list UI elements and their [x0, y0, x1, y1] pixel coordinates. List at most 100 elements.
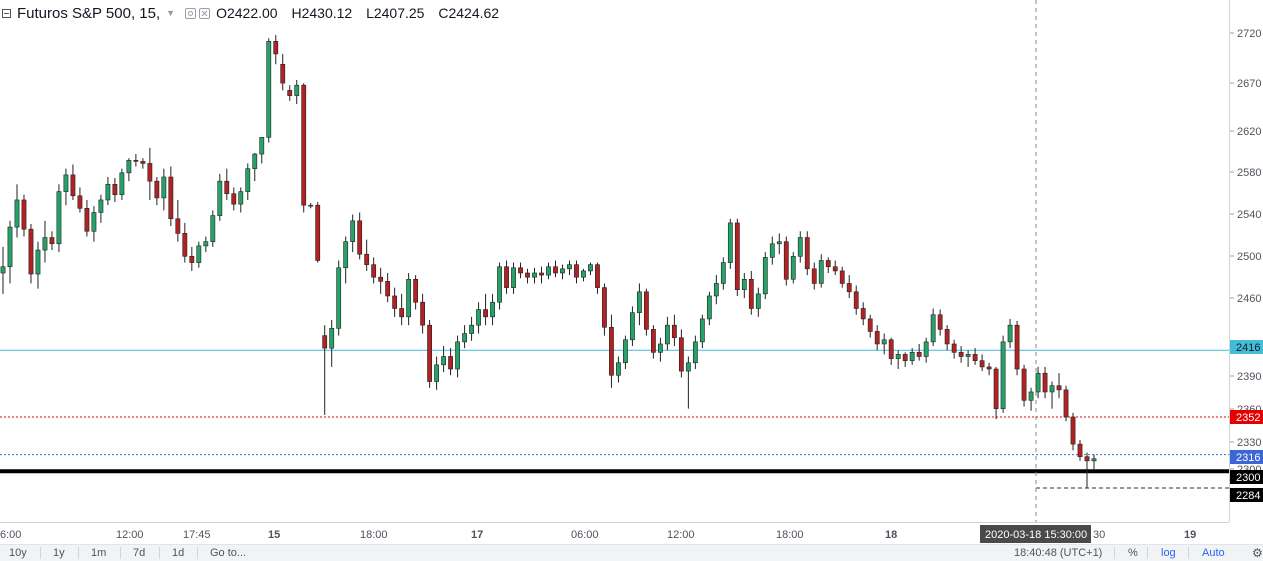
candle [504, 260, 509, 294]
chevron-down-icon[interactable]: ▼ [166, 8, 176, 18]
percent-scale-button[interactable]: % [1128, 547, 1138, 559]
gear-icon[interactable]: ⚙ [1252, 546, 1263, 560]
time-axis[interactable]: 6:00 12:00 17:45 15 18:00 17 06:00 12:00 18:00 18… [0, 522, 1229, 544]
candle-body [497, 266, 502, 303]
candle-body [776, 241, 782, 245]
range-10y-button[interactable]: 10y [9, 547, 27, 559]
candle [783, 236, 789, 286]
time-axis-svg: 6:00 12:00 17:45 15 18:00 17 06:00 12:00 18:00 18… [0, 525, 1196, 543]
candle-body [644, 291, 649, 330]
candle [965, 350, 971, 367]
candle-body [98, 199, 104, 213]
candle [706, 291, 712, 326]
candle-body [245, 168, 251, 192]
collapse-legend-icon[interactable] [2, 8, 11, 18]
candle [21, 194, 27, 237]
candle-body [546, 266, 551, 276]
candle-body [937, 314, 943, 330]
candle-body [741, 278, 747, 291]
candle [161, 168, 167, 211]
divider [1147, 547, 1148, 559]
candle [35, 241, 41, 289]
candle-body [755, 293, 761, 309]
price-axis[interactable]: 2720267026202580254025002460239023602330… [1229, 0, 1263, 522]
price-label-2284: 2284 [1230, 488, 1263, 502]
price-label-text: 2300 [1236, 472, 1260, 484]
candle-body [105, 184, 111, 201]
candle-body [1042, 372, 1048, 393]
goto-button[interactable]: Go to... [210, 547, 247, 559]
candle-body [399, 308, 405, 318]
candle-body [287, 90, 293, 96]
candle-body [553, 266, 558, 274]
candle-body [168, 176, 174, 220]
range-1m-button[interactable]: 1m [91, 547, 107, 559]
candle [203, 236, 209, 253]
candle [560, 264, 565, 280]
candle-body [797, 237, 803, 257]
candle-body [539, 272, 544, 276]
candle-body [70, 174, 76, 197]
candle [1028, 387, 1034, 411]
candle-body [224, 180, 230, 194]
candle [902, 352, 908, 367]
candle [741, 273, 747, 299]
range-1d-button[interactable]: 1d [172, 547, 185, 559]
candle [42, 220, 48, 263]
candle-body [581, 270, 586, 278]
candle [1042, 366, 1048, 399]
price-label-box [1230, 450, 1263, 464]
candle-body [595, 264, 600, 288]
candle [958, 346, 964, 363]
candle-body [965, 354, 971, 357]
candle [1035, 366, 1041, 399]
time-tick-label: 19 [1184, 529, 1196, 541]
candle [944, 325, 950, 351]
candle-body [91, 212, 97, 232]
auto-scale-button[interactable]: Auto [1202, 547, 1225, 559]
candle [308, 203, 314, 209]
time-tick-label: 17 [471, 529, 483, 541]
candle-body [56, 191, 62, 245]
visibility-icon[interactable] [185, 7, 197, 19]
low-value: L2407.25 [366, 5, 425, 21]
candle-body [84, 208, 90, 232]
divider [78, 547, 79, 559]
candle [175, 199, 181, 242]
candle [483, 293, 488, 326]
candle-body [944, 329, 950, 345]
candle-body [189, 256, 195, 263]
candle-body [329, 328, 335, 349]
log-scale-button[interactable]: log [1161, 547, 1176, 559]
range-7d-button[interactable]: 7d [133, 547, 146, 559]
candle [385, 273, 391, 303]
price-tick-label: 2580 [1237, 167, 1261, 179]
candle [224, 168, 230, 200]
candle [217, 173, 223, 221]
candle [685, 356, 691, 409]
candle [301, 83, 307, 213]
candle [98, 194, 104, 223]
candle [399, 293, 405, 326]
candle-body [441, 356, 446, 366]
candle [392, 287, 398, 317]
candle [930, 308, 936, 347]
candle [350, 214, 356, 253]
clock-timezone[interactable]: 18:40:48 (UTC+1) [1014, 547, 1103, 559]
symbol-title[interactable]: Futuros S&P 500, 15, [17, 4, 161, 22]
candle-body [734, 222, 740, 291]
candle-body [825, 260, 831, 268]
remove-icon[interactable] [199, 7, 211, 19]
candle-body [1049, 385, 1055, 393]
candle-body [678, 337, 684, 372]
candle-body [343, 241, 349, 269]
candle-body [490, 301, 495, 318]
divider [1188, 547, 1189, 559]
candle-body [706, 295, 712, 320]
range-1y-button[interactable]: 1y [53, 547, 65, 559]
candle-body [790, 256, 796, 280]
candlestick-chart[interactable] [0, 0, 1229, 522]
chart-pane[interactable]: Futuros S&P 500, 15, ▼ O2422.00 H2430.12… [0, 0, 1229, 522]
candle-body [133, 160, 139, 162]
candle-body [42, 237, 48, 251]
